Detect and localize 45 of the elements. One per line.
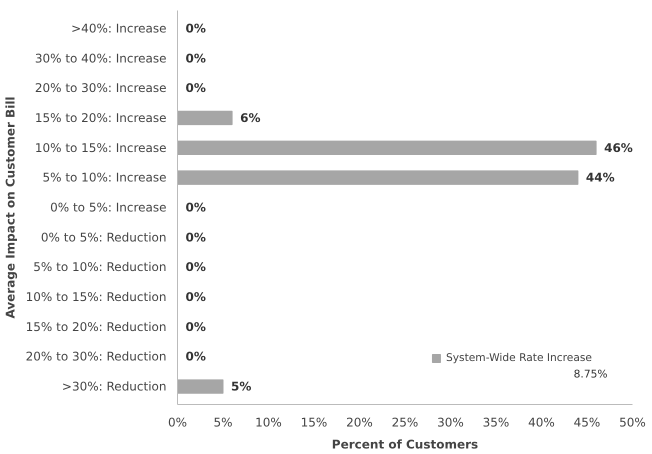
bar [178, 110, 233, 126]
bar [178, 170, 578, 185]
data-label: 46% [604, 140, 633, 155]
y-tick-label: >40%: Increase [71, 21, 167, 36]
y-tick-label: 10% to 15%: Increase [34, 140, 167, 155]
x-tick-label: 15% [300, 416, 328, 430]
data-label: 0% [186, 320, 206, 334]
x-axis-title: Percent of Customers [332, 438, 478, 452]
x-tick-label: 40% [528, 416, 555, 430]
data-label: 0% [186, 81, 206, 96]
data-label: 0% [186, 230, 206, 244]
bar [178, 379, 224, 394]
legend-label: System-Wide Rate Increase [446, 351, 592, 364]
data-label: 0% [186, 290, 206, 304]
data-label: 0% [186, 21, 206, 36]
y-tick-label: 0% to 5%: Reduction [40, 230, 167, 244]
y-tick-label: 30% to 40%: Increase [34, 51, 167, 66]
data-label: 0% [186, 51, 206, 66]
y-tick-label: 10% to 15%: Reduction [26, 290, 167, 304]
y-tick-label: 5% to 10%: Increase [42, 170, 167, 185]
x-tick-label: 50% [619, 416, 646, 430]
y-tick-label: 0% to 5%: Increase [50, 200, 166, 214]
x-tick-label: 20% [346, 416, 373, 430]
y-tick-label: 15% to 20%: Increase [34, 110, 167, 125]
y-tick-label: >30%: Reduction [62, 380, 167, 394]
x-tick-label: 45% [574, 416, 600, 430]
y-tick-label: 5% to 10%: Reduction [33, 260, 167, 274]
y-tick-label: 15% to 20%: Reduction [26, 320, 167, 334]
annotation: 8.75% [574, 368, 608, 381]
bar [178, 140, 597, 156]
y-tick-label: 20% to 30%: Reduction [26, 350, 167, 364]
y-tick-label: 20% to 30%: Increase [34, 81, 167, 96]
data-label: 44% [586, 170, 615, 185]
x-tick-label: 25% [392, 416, 418, 430]
data-label: 6% [240, 110, 260, 125]
x-tick-label: 5% [213, 416, 233, 430]
data-label: 0% [186, 350, 206, 364]
data-label: 0% [186, 260, 206, 274]
x-tick-label: 30% [437, 416, 464, 430]
x-tick-label: 10% [255, 416, 282, 430]
x-tick-label: 35% [482, 416, 510, 430]
data-label: 5% [231, 380, 252, 394]
data-label: 0% [186, 200, 206, 214]
y-axis-title: Average Impact on Customer Bill [4, 96, 18, 319]
x-tick-label: 0% [168, 416, 188, 430]
